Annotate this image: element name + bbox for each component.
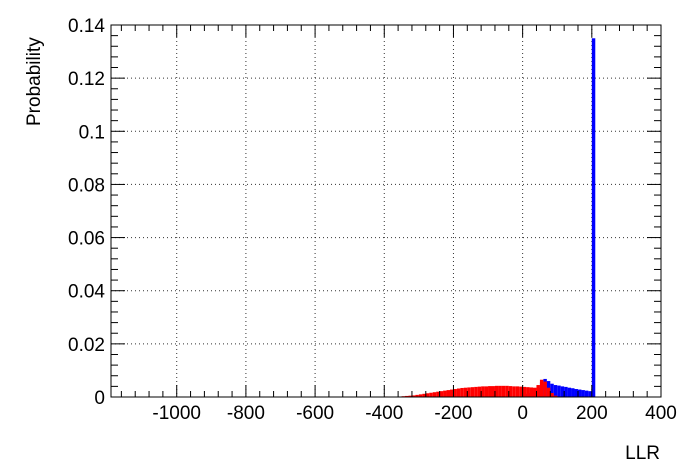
histogram-bar [477,386,482,397]
x-tick-label: -400 [365,403,403,424]
y-tick-label: 0.08 [68,175,105,196]
histogram-bar [588,391,592,397]
histogram-bar [463,387,468,397]
axes-layer [110,24,662,398]
histogram-bar [418,394,423,397]
histogram-bar [581,390,585,397]
y-axis-label: Probability [24,37,45,126]
histogram-bar [560,386,565,397]
histogram-bar [550,383,554,397]
histogram-bar [446,390,450,397]
x-tick-label: 400 [645,403,677,424]
x-axis-label: LLR [625,443,660,464]
histogram-bar [519,386,523,397]
y-tick-label: 0.14 [68,16,105,37]
histogram-bar [481,386,485,397]
histogram-bar [543,381,547,397]
histogram-bar [456,388,461,397]
y-tick-label: 0.12 [68,69,105,90]
histogram-bar [539,379,544,397]
y-tick-label: 0.06 [68,229,105,250]
histogram-bar [529,387,534,397]
histogram-bar [408,395,412,397]
histogram-bar [453,389,457,397]
histogram-bar [498,385,502,397]
histogram-bar [439,391,444,397]
plot-frame [110,24,662,398]
x-tick-label: 0 [517,403,528,424]
x-tick-label: 200 [576,403,608,424]
histogram-bar [574,389,578,397]
histogram-bar [429,392,433,397]
histogram-bar [553,385,558,397]
histogram-bar [508,386,513,397]
histogram-bar [460,387,464,397]
histogram-bar [584,390,589,397]
x-tick-label: -800 [227,403,265,424]
bars-layer [114,38,596,398]
histogram-bar [443,390,447,397]
histogram-bar [515,386,520,397]
histogram-bar [491,386,495,397]
histogram-bar [432,392,437,397]
histogram-bar [467,387,471,397]
x-tick-label: -1000 [152,403,201,424]
histogram-bar [449,389,454,397]
histogram-bar [484,386,489,397]
histogram-bar [550,393,554,397]
histogram-bar [591,38,596,398]
histogram-bar [501,385,506,397]
y-tick-label: 0.04 [68,282,105,303]
histogram-bar [526,387,530,397]
histogram-bar [415,394,419,397]
histogram-bar [577,389,582,397]
y-tick-label: 0.1 [79,122,105,143]
histogram-bar [522,386,527,397]
histogram-bar [436,391,440,397]
histogram-bar [411,395,416,397]
histogram-bar [536,385,540,397]
histogram-bar [494,385,499,397]
histogram-bar [405,395,409,397]
y-tick-label: 0 [94,388,105,409]
histogram-bar [512,386,516,397]
histogram-bar [546,387,551,397]
histogram-bar [425,393,430,397]
x-tick-label: -600 [296,403,334,424]
histogram-bar [564,386,568,397]
histogram-bar [567,387,572,397]
histogram-bar [557,385,561,397]
histogram-bar [571,388,575,397]
histogram-bar [553,395,558,397]
y-tick-label: 0.02 [68,335,105,356]
histogram-bar [474,386,478,397]
x-tick-label: -200 [434,403,472,424]
histogram-bar [533,387,537,397]
histogram-bar [505,385,509,397]
histogram-bar [470,387,475,397]
labels-layer: LLR Probability -1000 -800 -600 -400 -200 0 20… [24,16,677,464]
histogram-bar [422,393,426,397]
histogram-bar [488,386,492,397]
